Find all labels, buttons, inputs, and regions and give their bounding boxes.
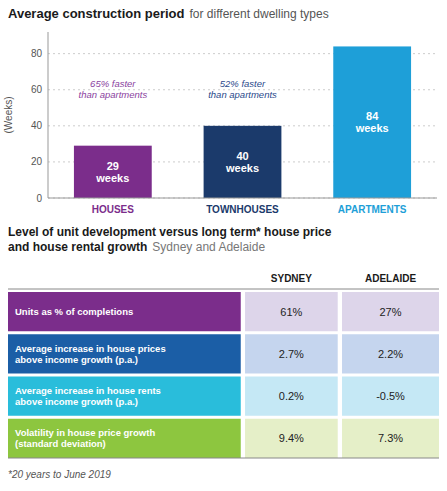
table-divider bbox=[8, 458, 439, 459]
cell-value: 2.2% bbox=[378, 348, 403, 360]
table-cell bbox=[245, 334, 338, 373]
x-tick-label: TOWNHOUSES bbox=[206, 204, 279, 215]
grid-line bbox=[48, 198, 437, 199]
cell-value: 61% bbox=[280, 306, 302, 318]
bars bbox=[74, 46, 411, 198]
table-subtitle: Sydney and Adelaide bbox=[152, 240, 265, 254]
row-label-cell bbox=[8, 377, 241, 416]
footnote: *20 years to June 2019 bbox=[8, 469, 111, 480]
y-tick-label: 80 bbox=[31, 48, 43, 59]
data-label: 40weeks bbox=[225, 150, 259, 174]
table-cell bbox=[342, 292, 439, 331]
cell-value: 2.7% bbox=[279, 348, 304, 360]
cell-value: 7.3% bbox=[378, 432, 403, 444]
table-cell bbox=[342, 334, 439, 373]
table-divider bbox=[8, 289, 439, 290]
table-cell bbox=[342, 419, 439, 458]
row-label: Average increase in house rentsabove inc… bbox=[15, 385, 161, 407]
y-tick-label: 40 bbox=[31, 120, 43, 131]
column-header: SYDNEY bbox=[271, 273, 312, 284]
cell-value: 0.2% bbox=[279, 390, 304, 402]
row-label: Units as % of completions bbox=[15, 306, 133, 317]
row-label-cell bbox=[8, 292, 241, 331]
data-label: 84weeks bbox=[355, 110, 389, 134]
x-tick-label: HOUSES bbox=[92, 204, 135, 215]
annotation: 52% fasterthan apartments bbox=[208, 78, 277, 100]
y-axis-label: (Weeks) bbox=[3, 96, 14, 133]
row-label: Volatility in house price growth(standar… bbox=[15, 427, 155, 449]
y-tick-label: 0 bbox=[36, 193, 42, 204]
bar bbox=[74, 146, 152, 198]
chart-root: Average construction period for different… bbox=[0, 0, 447, 491]
table-title: Level of unit development versus long te… bbox=[8, 225, 332, 254]
x-tick-label: APARTMENTS bbox=[338, 204, 407, 215]
title: Average construction period for different… bbox=[8, 6, 329, 21]
title-main: Average construction period bbox=[8, 6, 185, 21]
row-label-cell bbox=[8, 334, 241, 373]
table-cell bbox=[245, 377, 338, 416]
data-label: 29weeks bbox=[95, 160, 129, 184]
cell-value: 9.4% bbox=[279, 432, 304, 444]
y-tick-label: 60 bbox=[31, 84, 43, 95]
table-cell bbox=[245, 419, 338, 458]
column-header: ADELAIDE bbox=[365, 273, 416, 284]
table-cell bbox=[245, 292, 338, 331]
row-label: Average increase in house pricesabove in… bbox=[15, 343, 166, 365]
bar bbox=[333, 46, 411, 198]
y-tick-label: 20 bbox=[31, 156, 43, 167]
cell-value: 27% bbox=[379, 306, 401, 318]
x-axis-line bbox=[48, 198, 437, 199]
row-label-cell bbox=[8, 419, 241, 458]
bar bbox=[204, 126, 282, 198]
table-cell bbox=[342, 377, 439, 416]
annotation: 65% fasterthan apartments bbox=[79, 78, 148, 100]
y-axis-line bbox=[48, 32, 49, 198]
subtitle: for different dwelling types bbox=[190, 7, 329, 21]
cell-value: -0.5% bbox=[376, 390, 405, 402]
